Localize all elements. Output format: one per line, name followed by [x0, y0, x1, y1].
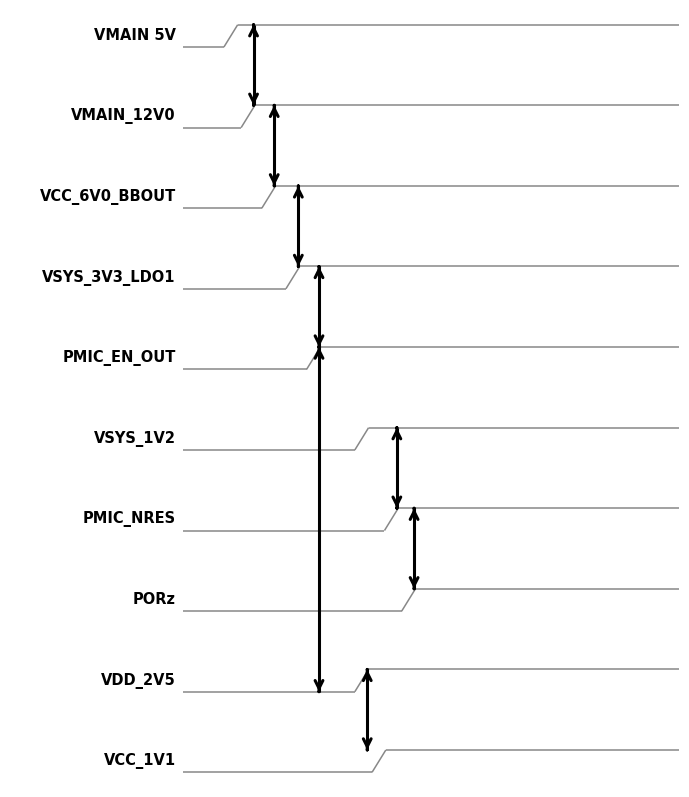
Text: VMAIN_12V0: VMAIN_12V0 — [71, 108, 176, 124]
Text: VMAIN 5V: VMAIN 5V — [94, 29, 176, 43]
Text: VSYS_1V2: VSYS_1V2 — [94, 431, 176, 447]
Text: VDD_2V5: VDD_2V5 — [101, 673, 176, 689]
Text: PMIC_EN_OUT: PMIC_EN_OUT — [62, 350, 176, 366]
Text: VCC_1V1: VCC_1V1 — [103, 753, 176, 769]
Text: VSYS_3V3_LDO1: VSYS_3V3_LDO1 — [42, 269, 176, 285]
Text: VCC_6V0_BBOUT: VCC_6V0_BBOUT — [39, 189, 176, 205]
Text: PMIC_NRES: PMIC_NRES — [83, 512, 176, 528]
Text: PORz: PORz — [133, 592, 176, 607]
